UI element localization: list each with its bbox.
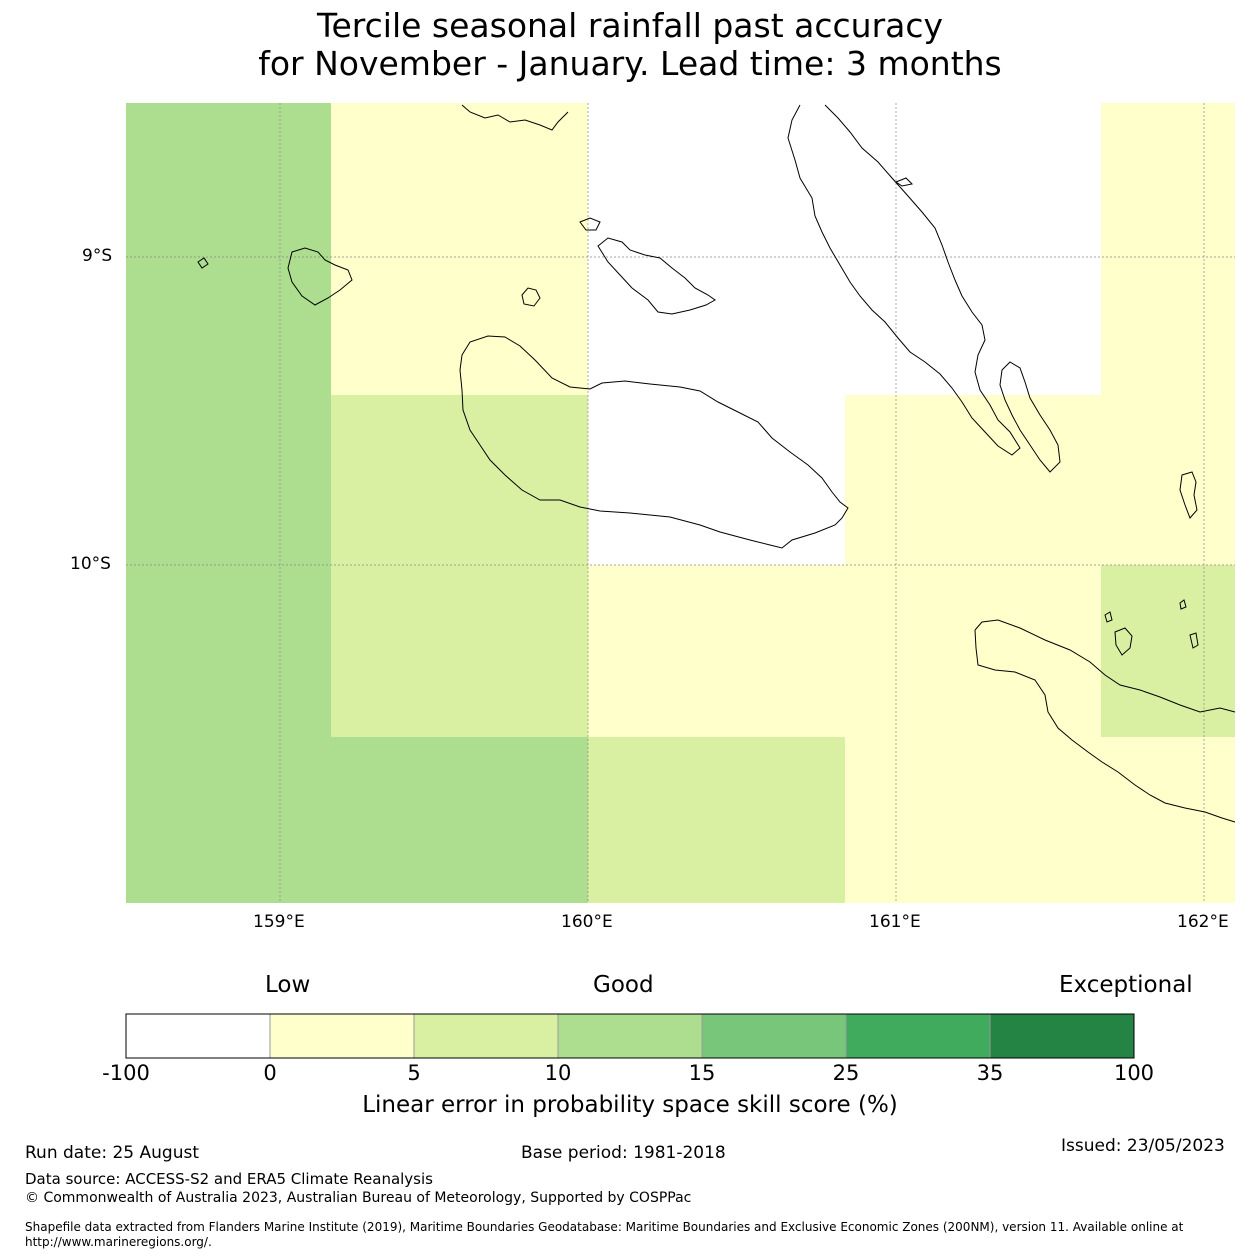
coast-isle-4	[1104, 611, 1113, 623]
colorbar-swatch	[701, 1013, 847, 1059]
colorbar-swatch	[845, 1013, 991, 1059]
grid-cell	[126, 395, 331, 565]
grid-cell	[588, 565, 845, 737]
coast-isle-3	[894, 177, 914, 187]
map-title-line1: Tercile seasonal rainfall past accuracy	[316, 6, 944, 45]
colorbar-tick: 15	[688, 1061, 716, 1085]
coast-isle-6	[1189, 632, 1199, 649]
coast-isle-1	[197, 257, 209, 269]
coast-malaita-south	[999, 361, 1061, 473]
coast-guadalcanal	[459, 335, 849, 549]
colorbar-word-good: Good	[593, 972, 654, 998]
grid-cell	[1101, 565, 1235, 737]
grid-cell	[845, 395, 1101, 565]
grid-cell	[1101, 737, 1235, 903]
map-title-line2: for November - January. Lead time: 3 mon…	[258, 44, 1002, 83]
grid-cell	[1101, 395, 1235, 565]
colorbar-tick: 100	[1113, 1061, 1155, 1085]
grid-cell	[331, 737, 588, 903]
colorbar-tick: 10	[544, 1061, 572, 1085]
colorbar-word-low: Low	[265, 972, 311, 998]
grid-cell	[126, 737, 331, 903]
copyright: © Commonwealth of Australia 2023, Austra…	[25, 1190, 692, 1206]
grid-cell	[1101, 103, 1235, 395]
colorbar-swatch	[557, 1013, 703, 1059]
colorbar-swatch	[413, 1013, 559, 1059]
colorbar-swatch	[125, 1013, 271, 1059]
colorbar-tick: 25	[832, 1061, 860, 1085]
coast-isle-2	[579, 217, 601, 231]
shapefile-credit: Shapefile data extracted from Flanders M…	[25, 1220, 1184, 1249]
grid-cell	[331, 565, 588, 737]
colorbar-label: Linear error in probability space skill …	[362, 1092, 898, 1118]
coastlines	[197, 104, 1236, 823]
grid-cell	[126, 103, 331, 395]
grid-cell	[588, 103, 845, 395]
coast-savo	[521, 287, 541, 307]
grid-cell	[845, 103, 1101, 395]
coast-isle-5	[1179, 599, 1187, 610]
colorbar-tick: -100	[102, 1061, 150, 1085]
grid-cell	[588, 395, 845, 565]
colorbar-word-exceptional: Exceptional	[1059, 972, 1193, 998]
issued-date: Issued: 23/05/2023	[1061, 1136, 1225, 1156]
coast-malaita-north	[787, 104, 1021, 456]
skill-grid	[126, 103, 1235, 903]
graticule	[126, 103, 1235, 903]
data-source: Data source: ACCESS-S2 and ERA5 Climate …	[25, 1170, 433, 1188]
colorbar	[125, 1013, 1135, 1059]
colorbar-swatch	[989, 1013, 1135, 1059]
grid-cell	[331, 103, 588, 395]
lat-label-10s: 10°S	[70, 554, 111, 574]
colorbar-tick: 35	[976, 1061, 1004, 1085]
base-period: Base period: 1981-2018	[521, 1143, 726, 1163]
grid-cell	[331, 395, 588, 565]
colorbar-tick: 0	[263, 1061, 277, 1085]
colorbar-swatch	[269, 1013, 415, 1059]
coast-florida-islands	[597, 237, 716, 315]
lon-label-161e: 161°E	[869, 912, 921, 932]
lon-label-159e: 159°E	[253, 912, 305, 932]
lon-label-160e: 160°E	[561, 912, 613, 932]
lat-label-9s: 9°S	[82, 246, 113, 266]
run-date: Run date: 25 August	[25, 1143, 199, 1163]
grid-cell	[845, 737, 1101, 903]
colorbar-frame	[125, 1013, 1135, 1059]
coast-ulawa	[1179, 471, 1198, 519]
coast-three-sisters	[1114, 627, 1133, 656]
coast-new-georgia-tip	[461, 104, 569, 131]
coast-russell-islands	[287, 247, 353, 306]
grid-cell	[588, 737, 845, 903]
lon-label-162e: 162°E	[1177, 912, 1229, 932]
colorbar-tick: 5	[407, 1061, 421, 1085]
grid-cell	[845, 565, 1101, 737]
coast-makira	[974, 619, 1236, 823]
grid-cell	[126, 565, 331, 737]
